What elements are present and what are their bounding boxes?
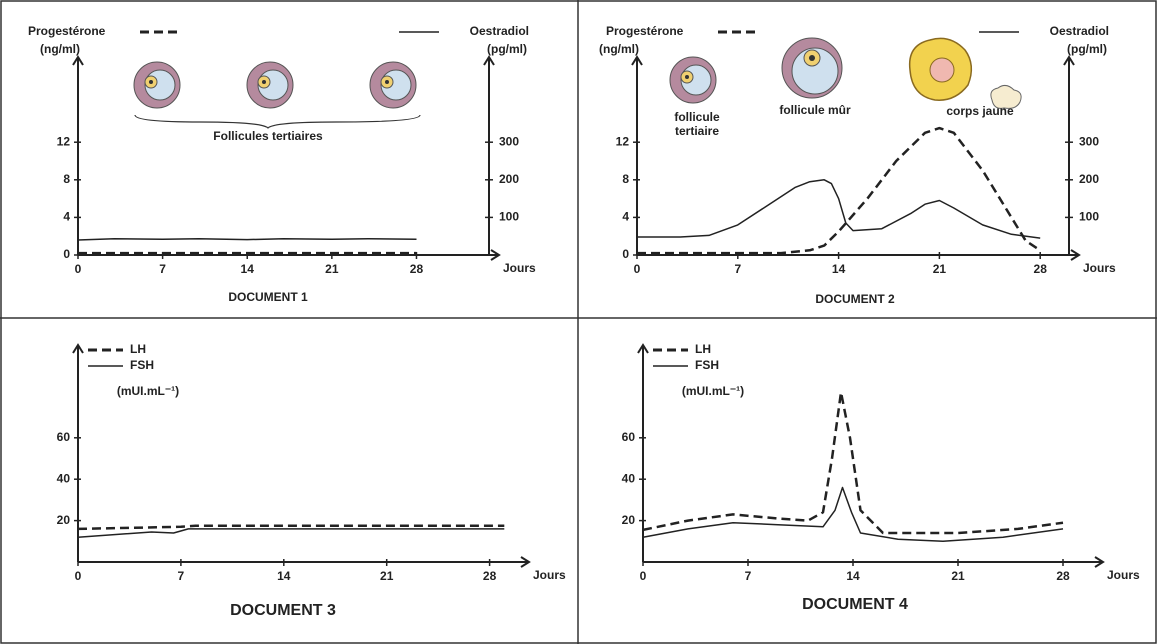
y-tick-label: 60	[622, 430, 636, 444]
x-tick-label: 21	[380, 569, 394, 583]
y2-tick-label: 100	[1079, 210, 1099, 224]
x-tick-label: 28	[1056, 569, 1070, 583]
y2-axis-label: (pg/ml)	[487, 42, 527, 56]
y2-tick-label: 300	[1079, 134, 1099, 148]
y-tick-label: 20	[57, 513, 71, 527]
x-tick-label: 28	[1034, 262, 1048, 276]
y-tick-label: 8	[63, 172, 70, 186]
y-tick-label: 12	[616, 134, 630, 148]
y-tick-label: 20	[622, 513, 636, 527]
x-tick-label: 14	[277, 569, 291, 583]
series-line	[77, 524, 505, 531]
y2-tick-label: 200	[1079, 172, 1099, 186]
x-tick-label: 14	[832, 262, 846, 276]
x-axis-label: Jours	[503, 261, 536, 275]
axis-arrow	[520, 556, 531, 568]
legend-label: Oestradiol	[470, 24, 529, 38]
series-line	[637, 126, 1041, 255]
y-tick-label: 0	[63, 247, 70, 261]
y-axis-label: (ng/ml)	[40, 42, 80, 56]
y-tick-label: 4	[622, 210, 629, 224]
x-tick-label: 28	[483, 569, 497, 583]
x-tick-label: 0	[634, 262, 641, 276]
x-axis-label: Jours	[1083, 261, 1116, 275]
axis-arrow	[1063, 55, 1075, 66]
x-tick-label: 21	[951, 569, 965, 583]
y2-tick-label: 200	[499, 172, 519, 186]
x-tick-label: 14	[846, 569, 860, 583]
x-axis-label: Jours	[533, 568, 566, 582]
x-tick-label: 21	[325, 262, 339, 276]
series-line	[637, 179, 1041, 239]
x-tick-label: 21	[933, 262, 947, 276]
follicle-icons	[133, 37, 1022, 129]
y-tick-label: 40	[622, 471, 636, 485]
x-tick-label: 7	[159, 262, 166, 276]
chart-title: DOCUMENT 1	[228, 290, 308, 304]
x-tick-label: 7	[745, 569, 752, 583]
series-line	[642, 391, 1064, 535]
annotation: Follicules tertiaires	[213, 129, 323, 143]
x-tick-label: 14	[241, 262, 255, 276]
series-line	[642, 486, 1064, 543]
y-axis-label: (mUI.mL⁻¹)	[117, 384, 179, 398]
y-tick-label: 12	[57, 134, 71, 148]
x-tick-label: 7	[178, 569, 185, 583]
y2-tick-label: 300	[499, 134, 519, 148]
chart-title: DOCUMENT 2	[815, 292, 895, 306]
y-tick-label: 4	[63, 210, 70, 224]
annotation: follicule mûr	[779, 103, 851, 117]
series-line	[77, 238, 417, 241]
x-tick-label: 0	[75, 569, 82, 583]
y-tick-label: 40	[57, 471, 71, 485]
axis-arrow	[72, 55, 84, 66]
axis-arrow	[483, 55, 495, 66]
legend-label: FSH	[130, 358, 154, 372]
x-tick-label: 7	[734, 262, 741, 276]
y-tick-label: 0	[622, 247, 629, 261]
chart-title: DOCUMENT 3	[230, 602, 336, 619]
legend-label: LH	[130, 342, 146, 356]
x-axis-label: Jours	[1107, 568, 1140, 582]
annotation: follicule tertiaire	[674, 110, 720, 138]
y-tick-label: 8	[622, 172, 629, 186]
x-tick-label: 28	[410, 262, 424, 276]
axis-arrow	[637, 343, 649, 354]
legend-label: Progestérone	[28, 24, 106, 38]
y2-axis-label: (pg/ml)	[1067, 42, 1107, 56]
legend-label: Oestradiol	[1050, 24, 1109, 38]
x-tick-label: 0	[640, 569, 647, 583]
annotation: corps jaune	[946, 104, 1014, 118]
legend-label: FSH	[695, 358, 719, 372]
chart-title: DOCUMENT 4	[802, 596, 908, 613]
series-line	[77, 528, 505, 538]
y-tick-label: 60	[57, 430, 71, 444]
y-axis-label: (ng/ml)	[599, 42, 639, 56]
y2-tick-label: 100	[499, 210, 519, 224]
legend-label: LH	[695, 342, 711, 356]
axis-arrow	[1094, 556, 1105, 568]
legend-label: Progestérone	[606, 24, 684, 38]
axis-arrow	[1070, 249, 1081, 261]
x-tick-label: 0	[75, 262, 82, 276]
y-axis-label: (mUI.mL⁻¹)	[682, 384, 744, 398]
axis-arrow	[631, 55, 643, 66]
axis-arrow	[490, 249, 501, 261]
axis-arrow	[72, 343, 84, 354]
